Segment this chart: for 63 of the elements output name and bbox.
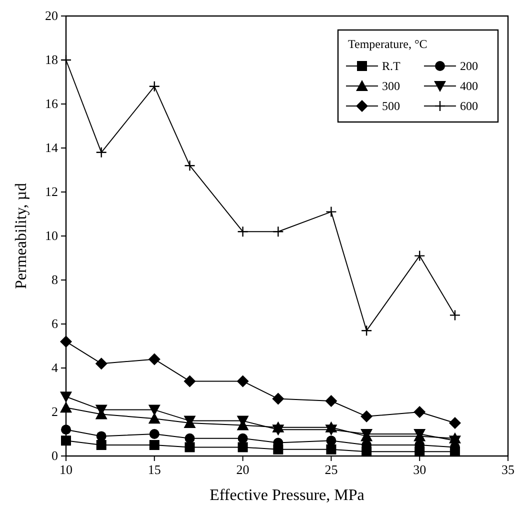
legend-label: 600: [460, 99, 478, 113]
y-tick-label: 0: [52, 448, 58, 463]
y-tick-label: 8: [52, 272, 58, 287]
point: [236, 375, 249, 388]
point: [326, 206, 337, 218]
point: [60, 392, 72, 403]
point: [325, 395, 338, 407]
y-tick-label: 4: [52, 360, 58, 375]
point: [148, 404, 160, 416]
x-axis-title: Effective Pressure, MPa: [210, 487, 364, 504]
y-tick-label: 2: [52, 404, 58, 419]
point: [96, 146, 107, 158]
point: [325, 424, 338, 436]
y-tick-label: 18: [45, 52, 58, 67]
point: [149, 429, 160, 439]
legend-title: Temperature, °C: [348, 37, 428, 51]
point: [448, 417, 461, 429]
point: [60, 402, 72, 413]
point: [326, 444, 336, 454]
point: [148, 353, 160, 366]
point: [60, 336, 72, 348]
x-tick-label: 15: [148, 462, 161, 477]
point: [238, 442, 248, 452]
point: [360, 410, 373, 422]
point: [414, 250, 426, 262]
x-tick-label: 35: [502, 462, 514, 477]
y-tick-label: 20: [45, 8, 58, 23]
point: [238, 433, 248, 444]
point: [414, 406, 426, 418]
y-tick-label: 16: [45, 96, 58, 111]
point: [360, 325, 372, 336]
legend-label: 500: [382, 99, 400, 113]
point: [95, 358, 108, 370]
x-tick-label: 30: [413, 462, 426, 477]
point: [148, 80, 160, 92]
point: [449, 310, 461, 321]
point: [61, 436, 71, 446]
point: [272, 424, 284, 436]
point: [272, 226, 284, 238]
legend-label: R.T: [382, 59, 402, 73]
point: [149, 440, 160, 450]
point: [184, 433, 195, 444]
legend-label: 400: [460, 79, 478, 93]
point: [326, 436, 336, 446]
point: [184, 375, 196, 388]
point: [96, 440, 106, 450]
point: [60, 54, 72, 66]
point: [237, 226, 248, 238]
y-tick-label: 14: [45, 140, 58, 155]
point: [61, 424, 71, 435]
point: [272, 392, 284, 405]
x-tick-label: 25: [324, 462, 338, 477]
legend-label: 200: [460, 59, 478, 73]
point: [184, 160, 196, 172]
x-tick-label: 20: [236, 462, 250, 477]
legend-label: 300: [382, 79, 400, 93]
y-tick-label: 6: [52, 316, 58, 331]
y-tick-label: 10: [45, 228, 58, 243]
y-tick-label: 12: [45, 184, 58, 199]
y-axis-title: Permeability, µd: [13, 183, 30, 289]
point: [184, 442, 195, 452]
point: [148, 412, 160, 424]
point: [96, 431, 106, 442]
